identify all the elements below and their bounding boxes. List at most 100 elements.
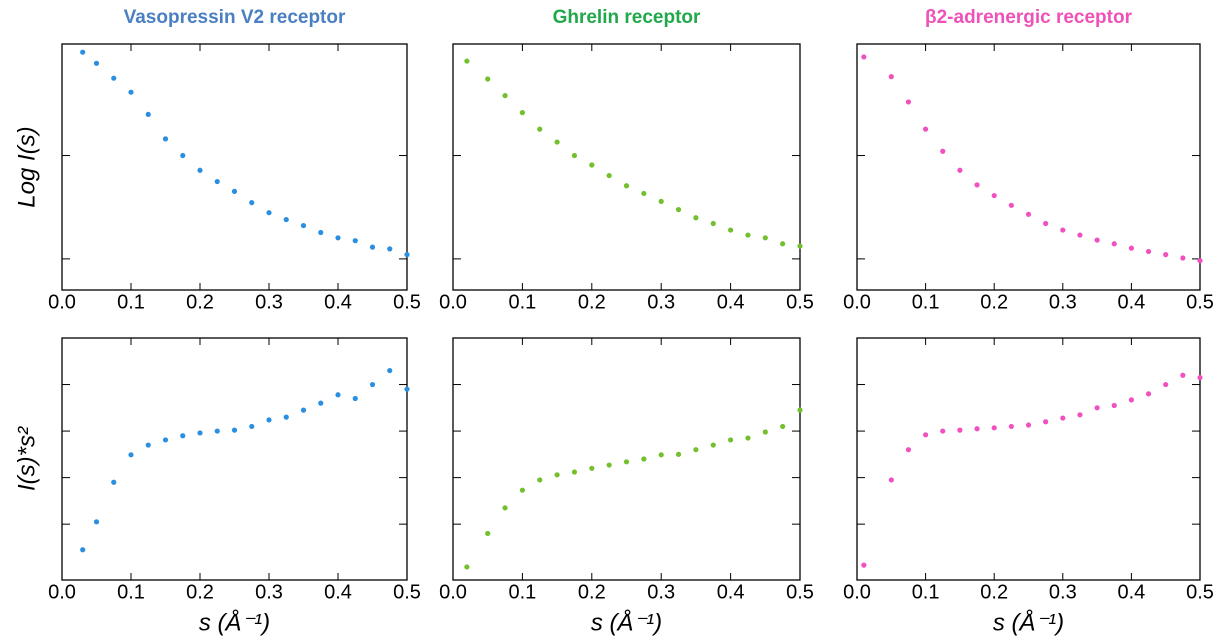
data-point: [1025, 211, 1032, 217]
data-point: [623, 183, 630, 189]
x-tick-label: 0.5: [786, 581, 814, 603]
x-tick-label: 0.4: [1117, 291, 1145, 313]
x-tick-label: 0.0: [439, 581, 467, 603]
data-point: [693, 215, 699, 221]
x-tick-label: 0.5: [393, 581, 421, 603]
x-tick-label: 0.3: [1049, 581, 1077, 603]
data-point: [464, 58, 470, 64]
data-point: [905, 99, 912, 105]
data-point: [404, 252, 410, 258]
x-tick-label: 0.2: [578, 291, 606, 313]
x-tick-label: 0.5: [1186, 581, 1214, 603]
data-point: [464, 564, 470, 570]
x-tick-label: 0.1: [912, 291, 940, 313]
x-axis-label: s (Å⁻¹): [993, 608, 1064, 636]
data-point: [554, 472, 560, 478]
data-point: [1094, 237, 1100, 243]
data-point: [957, 167, 963, 173]
data-point: [1128, 397, 1134, 403]
data-point: [1008, 202, 1014, 208]
data-point: [266, 210, 272, 216]
data-point: [519, 487, 526, 493]
x-tick-label: 0.3: [647, 581, 675, 603]
x-tick-label: 0.0: [843, 291, 871, 313]
data-point: [537, 126, 543, 132]
data-point: [745, 435, 751, 441]
data-point: [1111, 241, 1117, 247]
panel-title: Vasopressin V2 receptor: [124, 7, 346, 28]
data-point: [145, 111, 151, 118]
plot-frame: [856, 43, 1201, 291]
data-point: [197, 167, 203, 173]
data-point: [283, 414, 289, 420]
data-point: [1163, 252, 1169, 258]
data-point: [888, 477, 894, 483]
data-point: [957, 427, 963, 433]
x-tick-label: 0.0: [48, 291, 76, 313]
data-point: [923, 432, 929, 438]
x-tick-label: 0.4: [324, 291, 352, 313]
data-point: [404, 386, 410, 392]
data-point: [128, 452, 134, 458]
data-point: [93, 519, 100, 525]
x-tick-label: 0.4: [717, 291, 745, 313]
data-point: [369, 244, 376, 250]
data-point: [1008, 423, 1014, 430]
data-point: [485, 530, 491, 537]
data-point: [111, 479, 117, 485]
x-tick-label: 0.1: [117, 291, 145, 313]
data-point: [1077, 232, 1083, 238]
x-tick-label: 0.3: [1049, 291, 1077, 313]
data-point: [974, 182, 980, 188]
x-tick-label: 0.5: [1186, 291, 1214, 313]
x-tick-label: 0.1: [912, 581, 940, 603]
data-point: [111, 75, 117, 81]
x-tick-label: 0.4: [717, 581, 745, 603]
data-point: [162, 136, 169, 142]
data-point: [1111, 402, 1117, 409]
data-point: [1025, 422, 1032, 428]
data-point: [888, 74, 894, 80]
data-point: [658, 198, 664, 204]
data-point: [797, 407, 803, 413]
data-point: [214, 428, 220, 434]
data-point: [571, 152, 578, 159]
data-point: [641, 190, 647, 197]
data-point: [283, 216, 289, 223]
data-point: [1043, 220, 1049, 227]
plot-frame: [61, 43, 408, 291]
data-point: [300, 407, 307, 413]
data-point: [80, 547, 86, 553]
x-tick-label: 0.0: [48, 581, 76, 603]
data-point: [231, 188, 238, 194]
data-point: [1060, 415, 1066, 421]
x-axis-label: s (Å⁻¹): [591, 608, 662, 636]
data-point: [745, 232, 751, 238]
x-tick-label: 0.2: [186, 581, 214, 603]
plot-frame: [61, 337, 408, 581]
data-point: [197, 430, 203, 436]
data-point: [485, 76, 491, 82]
data-point: [861, 562, 867, 568]
x-tick-label: 0.4: [324, 581, 352, 603]
data-point: [762, 235, 768, 241]
data-point: [1128, 245, 1134, 251]
data-point: [606, 462, 612, 468]
x-axis-label: s (Å⁻¹): [199, 608, 270, 636]
data-point: [537, 477, 543, 483]
data-point: [300, 222, 307, 229]
x-tick-label: 0.3: [647, 291, 675, 313]
data-point: [80, 49, 86, 55]
data-point: [318, 400, 324, 406]
data-point: [923, 126, 929, 132]
x-tick-label: 0.1: [117, 581, 145, 603]
data-point: [249, 200, 255, 206]
x-tick-label: 0.5: [393, 291, 421, 313]
x-tick-label: 0.2: [980, 581, 1008, 603]
data-point: [606, 172, 612, 179]
x-tick-label: 0.1: [508, 581, 536, 603]
data-point: [589, 465, 595, 471]
data-point: [231, 427, 238, 433]
data-point: [1094, 405, 1100, 411]
data-point: [675, 206, 682, 213]
